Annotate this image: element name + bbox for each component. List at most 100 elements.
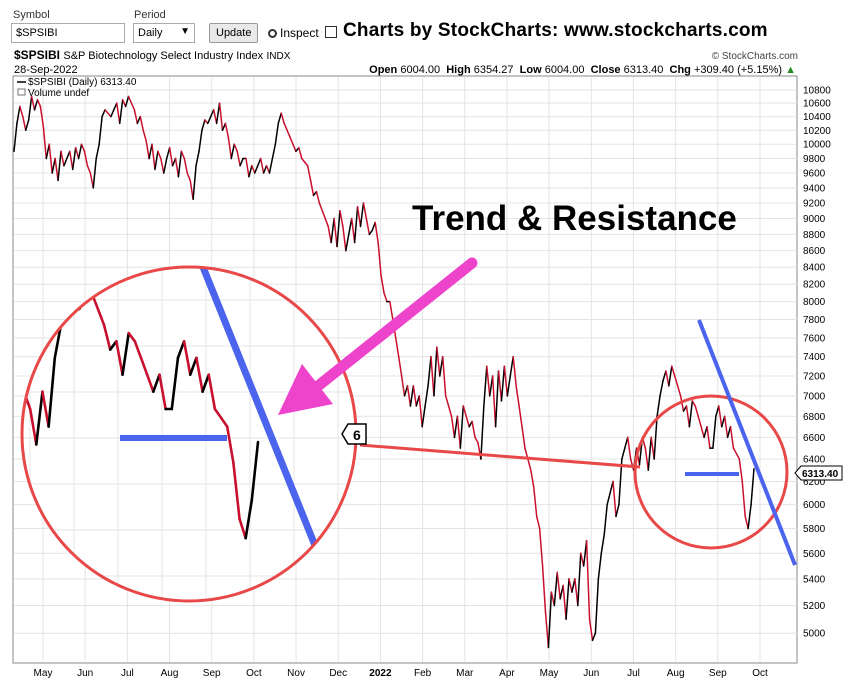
price-segment <box>433 346 438 397</box>
price-segment <box>436 346 441 377</box>
price-segment <box>339 210 344 228</box>
price-segment <box>541 565 547 614</box>
period-label: Period <box>134 9 166 21</box>
price-segment <box>248 164 253 178</box>
price-segment <box>139 115 144 132</box>
price-segment <box>86 164 92 174</box>
price-segment <box>606 492 611 506</box>
x-tick-label: Oct <box>246 668 262 679</box>
close-label: Close <box>590 64 621 76</box>
symbol-label: Symbol <box>13 9 50 21</box>
price-segment <box>594 578 600 634</box>
price-segment <box>27 95 33 121</box>
symbol-input[interactable]: $SPSIBI <box>11 23 125 43</box>
price-segment <box>348 217 353 236</box>
y-tick-label: 10600 <box>803 99 831 110</box>
y-tick-label: 6600 <box>803 433 826 444</box>
price-segment <box>30 95 36 111</box>
price-segment <box>685 405 691 428</box>
price-segment <box>723 415 729 439</box>
price-segment <box>562 584 567 620</box>
toolbar: Symbol $SPSIBI Period Daily ▼ Update Ins… <box>0 0 846 46</box>
zoom-price-segment <box>244 498 254 540</box>
price-segment <box>706 425 711 449</box>
x-tick-label: Dec <box>329 668 347 679</box>
price-segment <box>509 355 514 377</box>
price-segment <box>456 415 462 449</box>
price-segment <box>165 147 171 160</box>
price-segment <box>57 150 62 182</box>
zoom-price-segment <box>102 323 112 351</box>
price-segment <box>600 533 605 555</box>
price-segment <box>22 115 27 132</box>
price-segment <box>673 375 679 387</box>
zoom-price-segment <box>145 373 155 394</box>
price-segment <box>518 405 523 428</box>
price-segment <box>233 143 238 153</box>
price-segment <box>39 105 45 128</box>
price-segment <box>69 150 74 171</box>
exchange: INDX <box>266 51 291 62</box>
price-segment <box>568 578 573 593</box>
price-segment <box>251 164 256 174</box>
y-tick-label: 8600 <box>803 246 826 257</box>
price-segment <box>306 164 312 182</box>
update-button[interactable]: Update <box>209 23 259 43</box>
period-select[interactable]: Daily ▼ <box>133 23 195 43</box>
price-segment <box>697 415 702 428</box>
price-segment <box>130 102 136 111</box>
price-segment <box>380 274 385 294</box>
zoom-price-segment <box>139 356 149 376</box>
legend-volume-swatch <box>17 88 26 96</box>
zoom-price-segment <box>152 373 161 394</box>
brand-text[interactable]: Charts by StockCharts: www.stockcharts.c… <box>343 20 768 41</box>
zoom-price-segment <box>188 356 198 376</box>
price-segment <box>565 578 570 620</box>
x-tick-label: Oct <box>752 668 768 679</box>
price-segment <box>480 405 485 460</box>
y-tick-label: 6400 <box>803 455 826 466</box>
price-segment <box>553 571 559 607</box>
price-segment <box>389 300 394 321</box>
copyright: © StockCharts.com <box>711 51 798 62</box>
y-tick-label: 6000 <box>803 500 826 511</box>
price-segment <box>350 217 356 244</box>
price-segment <box>668 365 673 387</box>
zoom-price-segment <box>250 440 260 502</box>
price-segment <box>735 452 741 460</box>
y-axis-labels: 5000 5200 5400 5600 5800 6000 6200 6400 6600 6800… <box>803 85 831 639</box>
ohlc-readout: Open 6004.00 High 6354.27 Low 6004.00 Cl… <box>369 64 796 76</box>
chevron-down-icon: ▼ <box>180 26 190 37</box>
zoom-lens <box>20 265 358 603</box>
price-segment <box>19 105 24 118</box>
price-segment <box>327 225 332 244</box>
price-segment <box>74 147 80 160</box>
y-tick-label: 5600 <box>803 549 826 560</box>
price-segment <box>24 119 30 132</box>
inspect-checkbox[interactable] <box>325 26 338 38</box>
y-tick-label: 10800 <box>803 85 831 96</box>
zoom-price-segment <box>170 356 180 411</box>
price-segment <box>535 515 541 530</box>
price-segment <box>659 380 664 397</box>
price-segment <box>157 150 162 160</box>
x-tick-label: Jul <box>627 668 640 679</box>
price-segment <box>397 355 403 377</box>
price-segment <box>283 122 288 132</box>
y-tick-label: 5400 <box>803 574 826 585</box>
price-segment <box>101 109 106 118</box>
chg-value: +309.40 (+5.15%) <box>693 64 783 76</box>
price-segment <box>224 122 230 138</box>
price-segment <box>530 469 535 488</box>
y-tick-label: 8200 <box>803 280 826 291</box>
price-segment <box>268 157 274 174</box>
zoom-price-segment <box>115 340 124 376</box>
inspect-toggle[interactable]: Inspect <box>268 25 338 40</box>
price-segment <box>80 143 86 153</box>
y-tick-label: 9200 <box>803 199 826 210</box>
price-segment <box>145 139 150 160</box>
price-segment <box>324 217 329 228</box>
price-segment <box>712 415 717 449</box>
zoom-price-segment <box>207 373 217 411</box>
zoom-price-segment <box>238 517 247 540</box>
